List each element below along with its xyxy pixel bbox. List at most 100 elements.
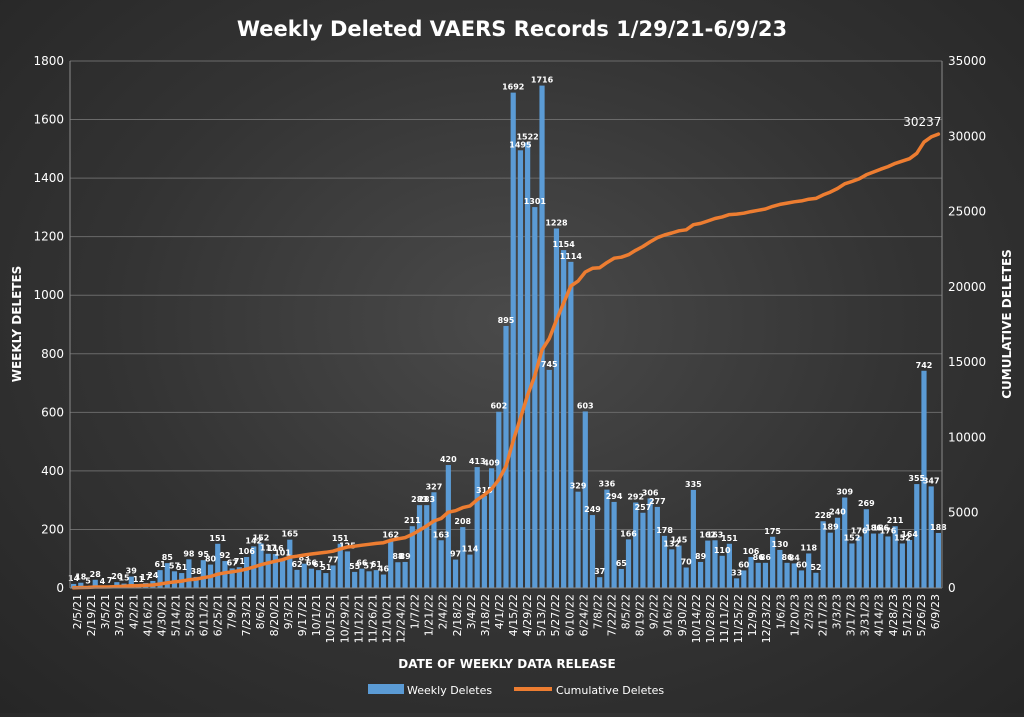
x-tick-label: 9/30/22 — [676, 594, 689, 636]
x-tick-label: 7/8/22 — [591, 594, 604, 629]
data-label: 162 — [699, 531, 716, 540]
x-tick-label: 3/18/22 — [479, 594, 492, 636]
data-label: 188 — [930, 523, 947, 532]
data-label: 269 — [858, 499, 875, 508]
bar — [215, 543, 221, 588]
bar — [885, 536, 891, 588]
bar — [171, 571, 178, 588]
data-label: 1692 — [502, 83, 524, 92]
x-tick-label: 12/10/21 — [380, 594, 393, 643]
data-label: 80 — [205, 555, 217, 564]
x-tick-label: 1/6/23 — [774, 594, 787, 629]
x-tick-label: 1/21/22 — [423, 594, 436, 636]
data-label: 70 — [681, 558, 693, 567]
bar — [806, 553, 812, 588]
x-tick-label: 11/12/21 — [352, 594, 365, 643]
data-label: 86 — [760, 553, 772, 562]
x-tick-label: 10/15/21 — [324, 594, 337, 643]
x-tick-label: 5/14/21 — [169, 594, 182, 636]
x-tick-label: 8/5/22 — [620, 594, 633, 629]
x-tick-label: 6/11/21 — [198, 594, 211, 636]
bar — [366, 571, 372, 588]
bar — [604, 489, 610, 588]
y2-tick-label: 35000 — [948, 54, 986, 68]
bar — [517, 150, 524, 588]
bar — [813, 572, 819, 588]
data-label: 164 — [901, 530, 918, 539]
data-label: 151 — [209, 534, 226, 543]
x-tick-label: 9/16/22 — [662, 594, 675, 636]
x-tick-label: 10/1/21 — [310, 594, 323, 636]
x-tick-label: 6/10/22 — [563, 594, 576, 636]
bar — [539, 85, 545, 589]
bar — [669, 549, 675, 588]
y-axis-title: WEEKLY DELETES — [10, 266, 24, 383]
data-label: 152 — [894, 533, 911, 542]
bar — [316, 570, 322, 588]
data-label: 14 — [68, 574, 80, 583]
bar — [424, 505, 430, 588]
data-label: 17 — [140, 573, 151, 582]
bar — [640, 512, 646, 588]
x-tick-label: 4/14/23 — [873, 594, 886, 636]
data-label: 28 — [90, 570, 102, 579]
bar — [762, 562, 769, 588]
data-label: 52 — [810, 563, 821, 572]
y2-tick-label: 20000 — [948, 280, 986, 294]
data-label: 24 — [147, 571, 159, 580]
bar — [575, 491, 581, 588]
data-label: 163 — [433, 530, 450, 539]
x-tick-label: 5/26/23 — [915, 594, 928, 636]
x-tick-label: 2/19/21 — [85, 594, 98, 636]
data-label: 1522 — [516, 132, 538, 141]
x-tick-label: 4/16/21 — [141, 594, 154, 636]
data-label: 178 — [656, 526, 673, 535]
data-label: 62 — [291, 560, 302, 569]
data-label: 106 — [238, 547, 255, 556]
x-tick-label: 6/25/21 — [212, 594, 225, 636]
data-label: 166 — [620, 529, 637, 538]
data-label: 61 — [155, 560, 167, 569]
data-label: 38 — [191, 567, 203, 576]
bar — [308, 568, 315, 588]
data-label: 71 — [234, 557, 246, 566]
data-label: 347 — [923, 476, 940, 485]
x-tick-label: 11/26/21 — [366, 594, 379, 643]
bar — [488, 468, 495, 588]
bar — [618, 568, 624, 588]
bar — [611, 501, 617, 588]
data-label: 1154 — [553, 240, 576, 249]
bar — [157, 570, 163, 588]
legend-swatch-weekly — [368, 684, 404, 694]
y2-tick-label: 15000 — [948, 355, 986, 369]
bar — [388, 540, 394, 588]
data-label: 116 — [267, 544, 284, 553]
bar — [265, 553, 271, 588]
y-tick-label: 800 — [41, 347, 64, 361]
x-tick-label: 1/7/22 — [409, 594, 422, 629]
data-label: 51 — [176, 563, 188, 572]
chart-title: Weekly Deleted VAERS Records 1/29/21-6/9… — [237, 17, 787, 41]
cumulative-line-series: 30237 — [71, 115, 941, 590]
data-label: 329 — [570, 482, 587, 491]
x-tick-label: 10/28/22 — [704, 594, 717, 643]
x-tick-label: 8/19/22 — [634, 594, 647, 636]
bar — [431, 492, 437, 588]
bar — [460, 527, 466, 588]
y-tick-label: 1200 — [33, 230, 64, 244]
data-label: 89 — [695, 552, 707, 561]
y2-axis-title: CUMULATIVE DELETES — [1000, 249, 1014, 399]
x-tick-label: 9/17/21 — [296, 594, 309, 636]
x-tick-label: 4/15/22 — [507, 594, 520, 636]
bar — [481, 495, 487, 588]
bar — [820, 521, 826, 588]
x-tick-label: 2/17/23 — [816, 594, 829, 636]
data-label: 186 — [872, 524, 889, 533]
data-label: 163 — [707, 530, 724, 539]
data-label: 336 — [599, 480, 616, 489]
data-label: 61 — [371, 560, 383, 569]
bar — [525, 142, 531, 589]
bar — [243, 556, 250, 588]
data-label: 228 — [815, 511, 832, 520]
